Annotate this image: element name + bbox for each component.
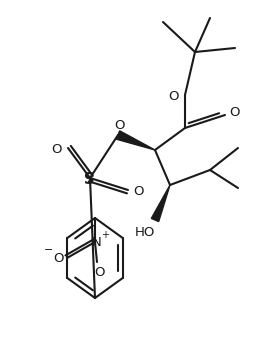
Text: S: S (84, 171, 94, 186)
Text: O: O (115, 119, 125, 131)
Text: +: + (101, 230, 109, 240)
Text: O: O (134, 185, 144, 197)
Text: O: O (230, 106, 240, 119)
Polygon shape (151, 185, 170, 222)
Text: −: − (44, 245, 54, 255)
Text: O: O (54, 252, 64, 266)
Text: O: O (169, 90, 179, 102)
Text: N: N (92, 236, 102, 250)
Polygon shape (116, 131, 155, 150)
Text: HO: HO (135, 226, 155, 240)
Text: O: O (52, 142, 62, 156)
Text: O: O (95, 266, 105, 278)
